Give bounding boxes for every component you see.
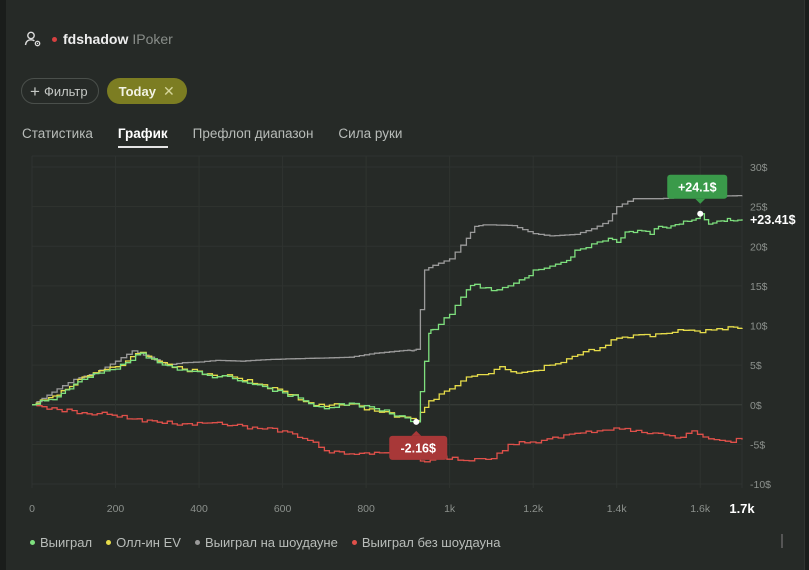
x-tick-label: 1k <box>444 503 456 515</box>
x-axis-ticks: 0 200 400 600 800 1k 1.2k 1.4k 1.6k 1.7k <box>29 501 755 516</box>
x-tick-label: 1.2k <box>523 503 544 515</box>
legend-label-showdown: Выиграл на шоудауне <box>204 535 338 550</box>
chart-grid <box>31 155 743 488</box>
y-tick-label: 10$ <box>750 321 768 333</box>
chart-series <box>32 194 743 463</box>
legend-dot-allin-ev <box>106 540 112 545</box>
tab-statistics[interactable]: Статистика <box>22 126 93 141</box>
add-filter-label: Фильтр <box>43 83 88 99</box>
final-value-label: +23.41$ <box>750 213 796 227</box>
tab-hand-strength[interactable]: Сила руки <box>338 126 403 141</box>
today-filter-chip[interactable]: Today ✕ <box>106 78 187 104</box>
legend-label-allin-ev: Олл-ин EV <box>116 535 181 550</box>
max-value-badge: +24.1$ <box>667 174 728 204</box>
legend-item-showdown[interactable]: Выиграл на шоудауне <box>194 535 338 550</box>
chart-annotations: +24.1$ -2.16$ +23.41$ <box>389 174 796 460</box>
user-settings-icon[interactable] <box>24 30 42 48</box>
legend-dot-won <box>30 540 35 545</box>
tab-bar: Статистика График Префлоп диапазон Сила … <box>22 126 402 148</box>
y-tick-label: 25$ <box>750 202 768 214</box>
series-non-showdown-line <box>32 404 743 463</box>
x-tick-label-current: 1.7k <box>729 501 755 516</box>
plus-icon: + <box>30 81 40 101</box>
y-tick-label: 30$ <box>750 162 768 174</box>
y-axis-ticks: 30$ 25$ 20$ 15$ 10$ 5$ 0$ -5$ -10$ <box>750 162 771 491</box>
y-tick-label: -10$ <box>750 479 771 491</box>
legend-label-non-showdown: Выиграл без шоудауна <box>361 535 501 550</box>
tab-graph[interactable]: График <box>117 126 168 148</box>
x-tick-label: 800 <box>357 503 375 515</box>
player-name: fdshadow <box>63 31 129 47</box>
legend-dot-non-showdown <box>351 540 357 545</box>
profit-chart: 30$ 25$ 20$ 15$ 10$ 5$ 0$ -5$ -10$ 0 200 400 600 800… <box>29 155 796 516</box>
player-header: fdshadow IPoker <box>24 28 173 50</box>
legend-item-won[interactable]: Выиграл <box>30 535 92 550</box>
legend-label-won: Выиграл <box>40 535 93 550</box>
x-tick-label: 600 <box>274 503 292 515</box>
series-won-line <box>32 213 743 423</box>
x-tick-label: 1.6k <box>690 503 711 515</box>
max-point-marker <box>697 210 704 217</box>
tab-preflop-range[interactable]: Префлоп диапазон <box>192 126 314 141</box>
legend-item-non-showdown[interactable]: Выиграл без шоудауна <box>351 535 501 550</box>
max-value-label: +24.1$ <box>678 180 717 194</box>
today-filter-label: Today <box>118 83 156 99</box>
y-tick-label: -5$ <box>750 439 765 451</box>
site-name: IPoker <box>132 31 173 47</box>
y-tick-label: 0$ <box>750 400 762 412</box>
y-tick-label: 20$ <box>750 241 768 253</box>
x-tick-label: 400 <box>190 503 208 515</box>
filter-bar: + Фильтр Today ✕ <box>21 78 187 104</box>
series-allin-ev-line <box>32 326 743 422</box>
x-tick-label: 0 <box>29 503 35 515</box>
chart-legend: Выиграл Олл-ин EV Выиграл на шоудауне Вы… <box>30 535 500 550</box>
legend-dot-showdown <box>194 540 200 545</box>
scroll-handle[interactable] <box>781 534 787 548</box>
y-tick-label: 5$ <box>750 360 762 372</box>
min-point-marker <box>413 418 420 425</box>
min-value-badge: -2.16$ <box>389 430 448 460</box>
min-value-label: -2.16$ <box>401 441 436 455</box>
status-dot <box>52 36 57 42</box>
close-icon[interactable]: ✕ <box>162 82 175 99</box>
x-tick-label: 1.4k <box>607 503 628 515</box>
series-showdown-line <box>32 194 743 406</box>
x-tick-label: 200 <box>107 503 125 515</box>
add-filter-button[interactable]: + Фильтр <box>21 78 99 104</box>
legend-item-allin-ev[interactable]: Олл-ин EV <box>106 535 181 550</box>
y-tick-label: 15$ <box>750 281 768 293</box>
